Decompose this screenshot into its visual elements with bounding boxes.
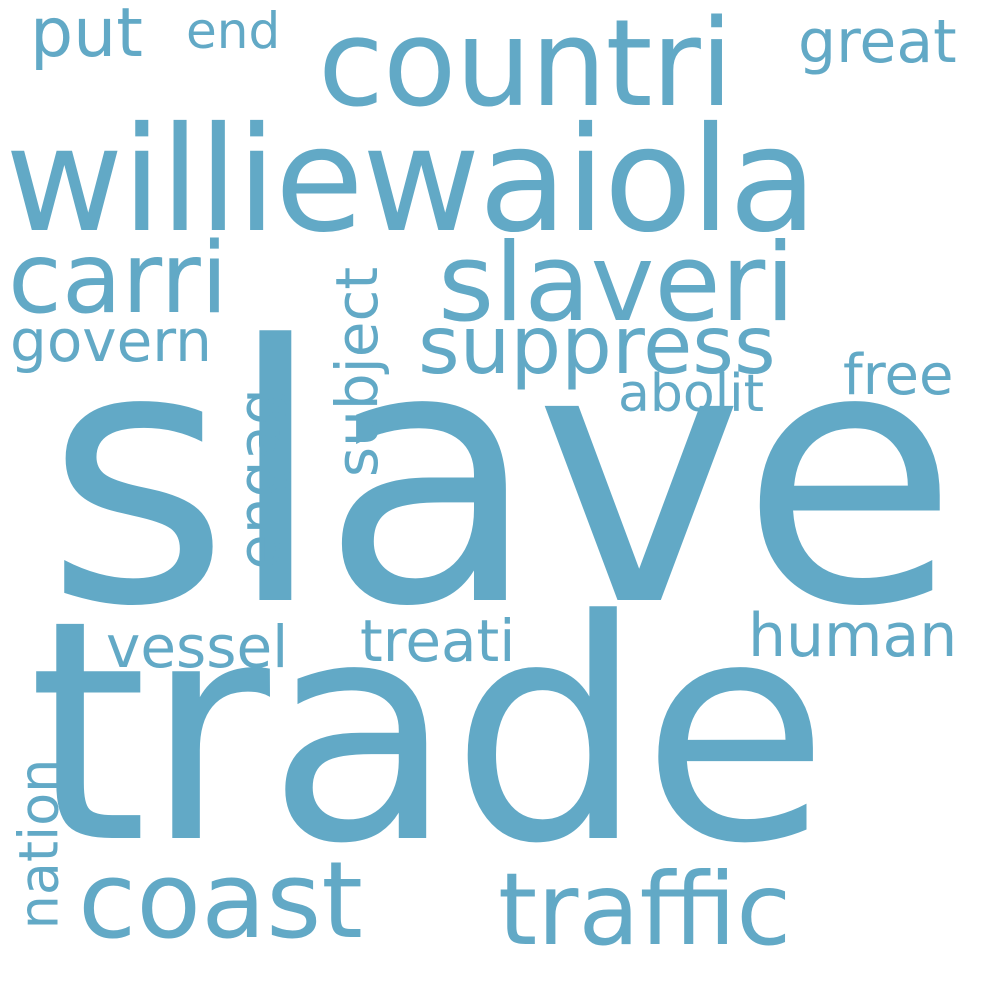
word-govern: govern <box>10 307 212 375</box>
word-countri: countri <box>318 0 733 134</box>
word-slave: slave <box>45 270 959 684</box>
word-vessel: vessel <box>106 613 289 681</box>
word-nation: nation <box>7 758 71 930</box>
word-coast: coast <box>78 839 363 962</box>
word-treati: treati <box>360 607 516 675</box>
word-abolit: abolit <box>618 364 764 424</box>
word-human: human <box>748 601 958 671</box>
word-engag: engag <box>224 388 293 570</box>
word-free: free <box>843 343 954 408</box>
word-traffic: traffic <box>498 851 792 968</box>
word-great: great <box>798 7 957 77</box>
word-end: end <box>186 2 281 60</box>
word-williewaiola: williewaiola <box>5 96 818 265</box>
word-put: put <box>30 0 143 73</box>
word-trade: trade <box>28 555 829 910</box>
word-subject: subject <box>323 266 392 478</box>
word-slaveri: slaveri <box>438 221 796 346</box>
word-carri: carri <box>8 222 229 336</box>
word-suppress: suppress <box>418 299 776 392</box>
